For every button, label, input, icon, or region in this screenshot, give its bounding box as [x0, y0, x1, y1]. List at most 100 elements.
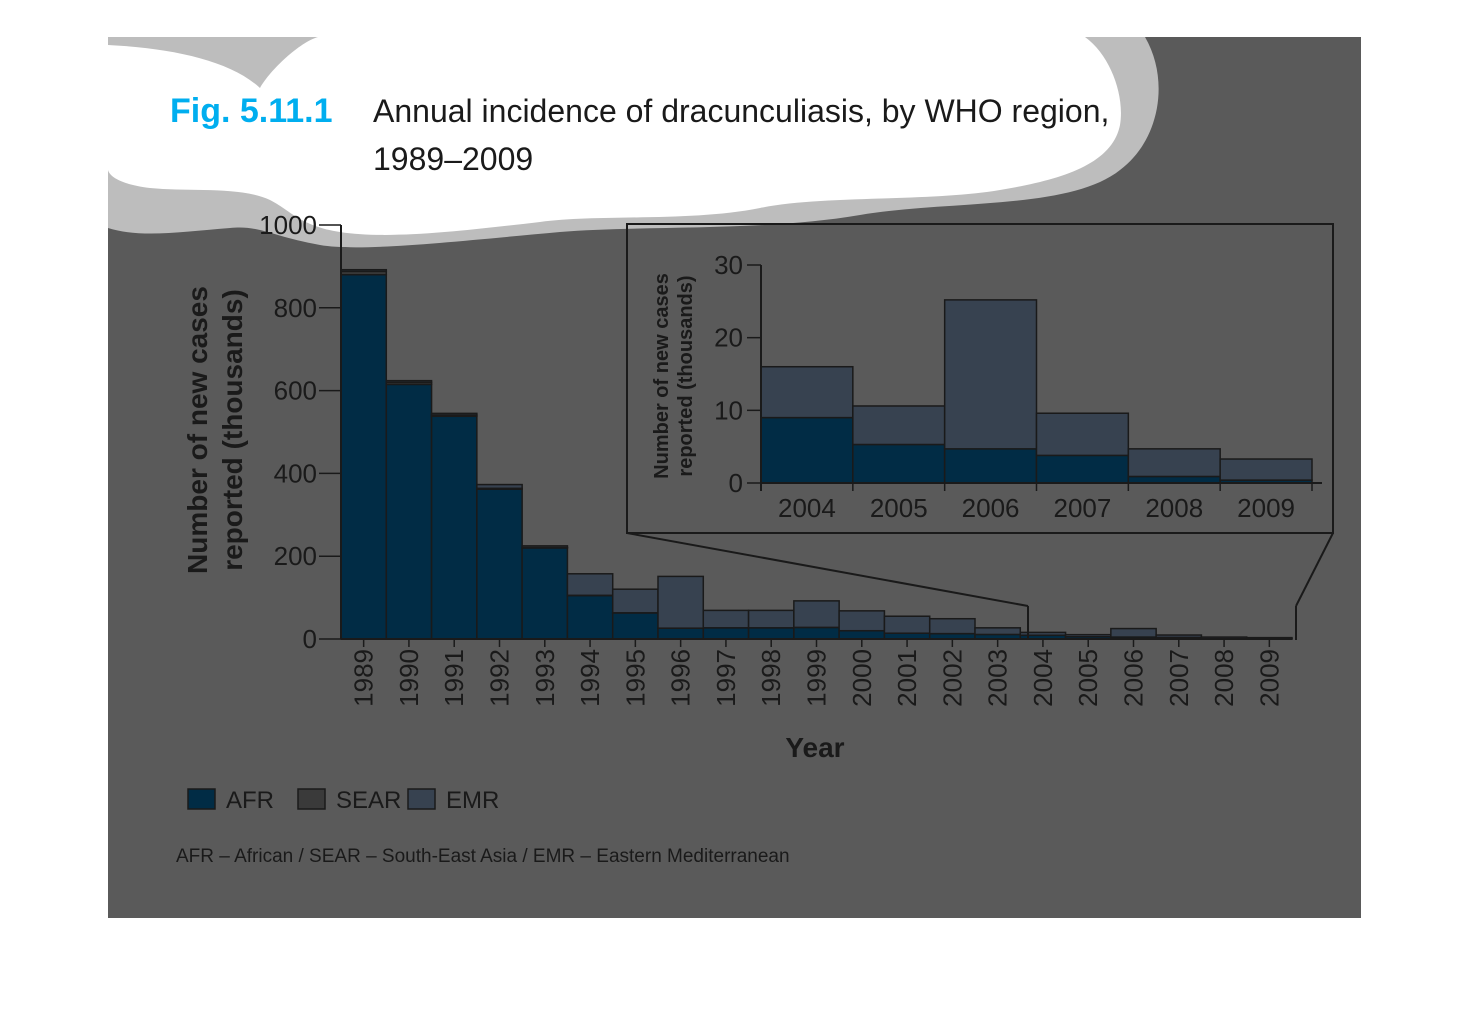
legend-label-emr: EMR: [446, 787, 499, 814]
bar-afr-1998: [747, 627, 795, 640]
inset-bar-afr-2004: [760, 416, 854, 484]
bar-emr-1990: [385, 379, 433, 384]
inset-bar-chart: 2004 2005 2006 2007 2008 2009 0 10 20 30: [714, 250, 1322, 523]
bar-afr-1996: [657, 627, 705, 640]
bar-emr-1993: [521, 545, 569, 549]
bar-emr-2003: [974, 627, 1022, 636]
legend-swatch-afr: [187, 788, 216, 810]
x-tick-label-2004: 2004: [1028, 649, 1058, 707]
y-tick-label-200: 200: [274, 541, 317, 571]
legend-label-sear: SEAR: [336, 787, 401, 814]
bar-afr-1993: [521, 547, 569, 640]
x-tick-label-2002: 2002: [937, 649, 967, 707]
legend: AFR SEAR EMR: [187, 787, 499, 814]
inset-x-tick-label-2004: 2004: [778, 493, 836, 523]
inset-x-tick-label-2008: 2008: [1145, 493, 1203, 523]
x-tick-label-1996: 1996: [666, 649, 696, 707]
x-tick-label-1997: 1997: [711, 649, 741, 707]
bar-afr-1999: [793, 626, 840, 640]
bar-emr-1989: [340, 268, 388, 273]
legend-label-afr: AFR: [226, 787, 274, 814]
inset-bar-afr-2006: [943, 448, 1038, 484]
inset-x-tick-label-2006: 2006: [962, 493, 1020, 523]
figure-title-line-2: 1989–2009: [373, 141, 533, 177]
inset-y-tick-label-0: 0: [729, 468, 743, 498]
bar-emr-2001: [883, 615, 931, 634]
figure-title-line-1: Annual incidence of dracunculiasis, by W…: [373, 93, 1109, 129]
bar-emr-2007: [1155, 634, 1203, 639]
cloud: [108, 37, 1121, 235]
bar-emr-1994: [566, 573, 614, 597]
x-tick-label-1989: 1989: [349, 649, 379, 707]
bar-afr-1994: [566, 594, 614, 640]
main-bar-chart: 1989 1990 1991 1992 1993 1994 1995 1996 1997 1998…: [259, 210, 1293, 707]
x-tick-label-2005: 2005: [1073, 649, 1103, 707]
inset-frame: [626, 223, 1334, 534]
inset-bar-emr-2009: [1219, 458, 1313, 481]
x-tick-label-2003: 2003: [983, 649, 1013, 707]
y-tick-label-0: 0: [303, 624, 317, 654]
inset-bar-emr-2007: [1035, 412, 1130, 457]
bar-emr-1997: [702, 609, 750, 629]
x-tick-label-1991: 1991: [439, 649, 469, 707]
x-tick-label-1998: 1998: [756, 649, 786, 707]
inset-y-axis-title-line-2: reported (thousands): [675, 275, 697, 476]
bar-emr-1992: [476, 483, 523, 490]
inset-connector-left: [626, 532, 1029, 607]
bar-emr-1995: [611, 588, 659, 614]
bar-emr-2006: [1110, 627, 1157, 638]
x-tick-label-1990: 1990: [394, 649, 424, 707]
bar-afr-1997: [702, 627, 750, 640]
bar-afr-1991: [430, 415, 478, 640]
bar-afr-2000: [838, 629, 886, 640]
bar-emr-2000: [838, 610, 886, 632]
x-tick-label-2001: 2001: [892, 649, 922, 707]
legend-swatch-sear: [297, 788, 326, 810]
x-tick-label-1992: 1992: [485, 649, 515, 707]
inset-y-tick-label-30: 30: [714, 250, 743, 280]
inset-y-axis-title-line-1: Number of new cases: [651, 273, 673, 479]
x-tick-label-2009: 2009: [1254, 649, 1284, 707]
x-tick-label-2007: 2007: [1164, 649, 1194, 707]
inset-bar-emr-2004: [760, 365, 854, 419]
inset-x-tick-label-2007: 2007: [1053, 493, 1111, 523]
inset-y-tick-label-10: 10: [714, 395, 743, 425]
bar-emr-1998: [747, 609, 795, 629]
bar-afr-1992: [476, 488, 523, 640]
figure-label: Fig. 5.11.1: [170, 92, 333, 130]
bar-emr-1991: [430, 412, 478, 416]
legend-swatch-emr: [407, 788, 436, 810]
x-tick-label-1994: 1994: [575, 649, 605, 707]
bar-emr-1996: [657, 575, 705, 629]
x-tick-label-1999: 1999: [802, 649, 832, 707]
bar-afr-1995: [611, 612, 659, 640]
inset-bar-emr-2006: [943, 299, 1038, 450]
x-tick-label-2000: 2000: [847, 649, 877, 707]
inset-bar-emr-2008: [1127, 448, 1221, 478]
y-tick-label-1000: 1000: [259, 210, 317, 240]
inset-y-tick-label-20: 20: [714, 323, 743, 353]
x-tick-label-2006: 2006: [1119, 649, 1149, 707]
y-tick-label-600: 600: [274, 376, 317, 406]
x-tick-label-1993: 1993: [530, 649, 560, 707]
main-x-axis-title: Year: [785, 732, 844, 763]
x-tick-label-1995: 1995: [620, 649, 650, 707]
y-tick-label-800: 800: [274, 293, 317, 323]
inset-bar-afr-2005: [852, 443, 946, 484]
bar-emr-2004: [1019, 631, 1067, 637]
main-y-axis-title-line-1: Number of new cases: [182, 286, 213, 574]
inset-x-tick-label-2009: 2009: [1237, 493, 1295, 523]
x-tick-label-2008: 2008: [1209, 649, 1239, 707]
inset-connector-right: [1295, 532, 1334, 607]
inset-bar-emr-2005: [852, 405, 946, 446]
inset-x-tick-label-2005: 2005: [870, 493, 928, 523]
inset-bar-afr-2007: [1035, 454, 1130, 484]
bar-emr-1999: [793, 600, 840, 629]
bar-emr-2005: [1064, 633, 1112, 638]
bar-emr-2002: [928, 617, 976, 635]
bar-afr-1989: [340, 273, 388, 640]
footnote: AFR – African / SEAR – South-East Asia /…: [176, 846, 790, 867]
main-y-axis-title-line-2: reported (thousands): [217, 289, 248, 571]
bar-afr-1990: [385, 383, 433, 640]
